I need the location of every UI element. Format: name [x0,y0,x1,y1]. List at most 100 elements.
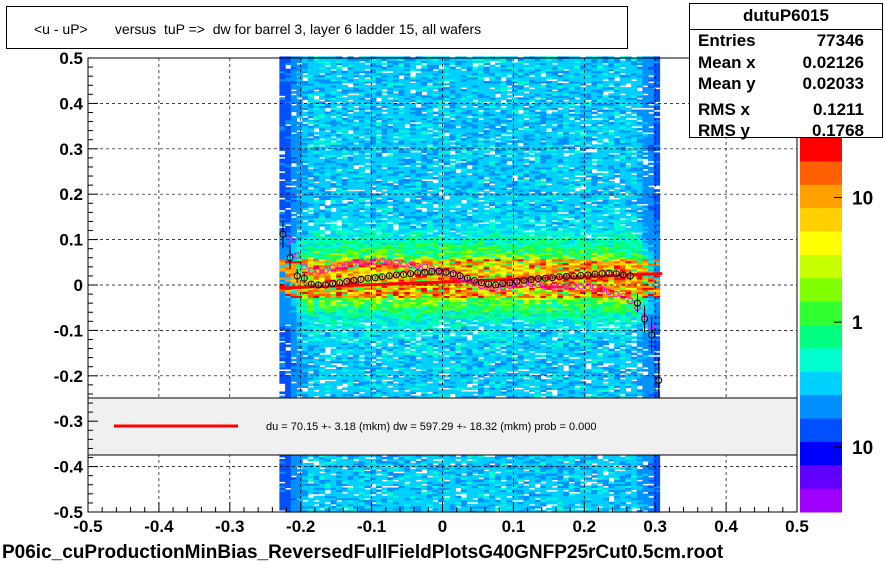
heatmap-cell [347,250,354,254]
heatmap-cell [375,315,383,319]
heatmap-cell [358,101,366,104]
heatmap-cell [290,85,298,88]
heatmap-cell [279,395,286,399]
heatmap-cell [398,70,405,74]
heatmap-cell [319,491,326,495]
heatmap-cell [381,338,388,341]
heatmap-cell [364,234,371,237]
heatmap-cell [330,226,337,229]
heatmap-cell [341,348,349,352]
heatmap-cell [415,324,422,327]
heatmap-cell [415,326,422,329]
heatmap-cell [279,154,286,158]
heatmap-cell [415,456,422,460]
heatmap-cell [302,501,309,505]
heatmap-cell [341,289,349,292]
heatmap-cell [358,362,366,366]
heatmap-cell [330,485,337,488]
heatmap-cell [364,238,371,241]
heatmap-cell [358,373,366,376]
heatmap-cell [341,97,349,100]
heatmap-cell [409,66,417,70]
heatmap-cell [392,242,400,245]
heatmap-cell [330,238,337,241]
heatmap-cell [290,377,298,380]
heatmap-cell [319,460,326,464]
heatmap-cell [404,334,411,337]
heatmap-cell [358,264,366,268]
heatmap-cell [330,340,337,343]
heatmap-cell [347,68,354,72]
heatmap-cell [330,375,337,378]
heatmap-cell [381,146,388,149]
heatmap-cell [313,226,320,229]
heatmap-cell [296,303,303,307]
heatmap-cell [370,207,377,211]
heatmap-cell [370,240,377,243]
heatmap-cell [307,510,315,513]
heatmap-cell [392,268,400,272]
heatmap-cell [347,471,354,474]
heatmap-cell [302,371,309,374]
heatmap-cell [319,83,326,86]
heatmap-cell [347,364,354,368]
heatmap-cell [336,80,343,84]
heatmap-cell [387,179,394,182]
heatmap-cell [381,299,388,303]
heatmap-cell [285,350,292,354]
heatmap-cell [409,377,417,380]
heatmap-cell [279,107,286,111]
heatmap-cell [358,458,366,462]
heatmap-cell [387,201,394,205]
heatmap-cell [358,66,366,70]
heatmap-cell [381,176,388,180]
heatmap-cell [336,507,343,511]
heatmap-cell [290,199,298,202]
heatmap-cell [302,356,309,360]
heatmap-cell [358,463,366,466]
heatmap-cell [398,174,405,178]
heatmap-cell [353,123,360,127]
heatmap-cell [381,495,388,499]
heatmap-cell [415,469,422,472]
heatmap-cell [387,66,394,70]
heatmap-cell [307,119,315,123]
heatmap-cell [336,205,343,209]
heatmap-cell [324,68,332,72]
heatmap-cell [290,223,298,227]
heatmap-cell [375,354,383,358]
heatmap-cell [370,115,377,119]
heatmap-cell [358,481,366,484]
heatmap-cell [279,174,286,178]
heatmap-cell [307,485,315,488]
heatmap-cell [409,215,417,219]
heatmap-cell [319,244,326,247]
heatmap-cell [290,117,298,121]
heatmap-cell [302,187,309,190]
heatmap-cell [302,320,309,323]
heatmap-cell [364,465,371,468]
heatmap-cell [341,78,349,82]
heatmap-cell [381,150,388,153]
heatmap-cell [387,78,394,82]
heatmap-cell [404,191,411,194]
heatmap-cell [415,485,422,488]
heatmap-cell [347,291,354,294]
heatmap-cell [279,136,286,139]
heatmap-cell [347,375,354,378]
heatmap-cell [307,193,315,196]
heatmap-cell [404,203,411,207]
heatmap-cell [375,454,383,458]
heatmap-cell [285,211,292,215]
heatmap-cell [381,201,388,205]
heatmap-cell [290,252,298,256]
heatmap-cell [313,362,320,366]
heatmap-cell [319,454,326,458]
heatmap-cell [307,350,315,354]
heatmap-cell [336,317,343,321]
heatmap-cell [330,130,337,133]
heatmap-cell [381,113,388,117]
heatmap-cell [364,125,371,129]
heatmap-cell [404,326,411,329]
heatmap-cell [330,232,337,235]
